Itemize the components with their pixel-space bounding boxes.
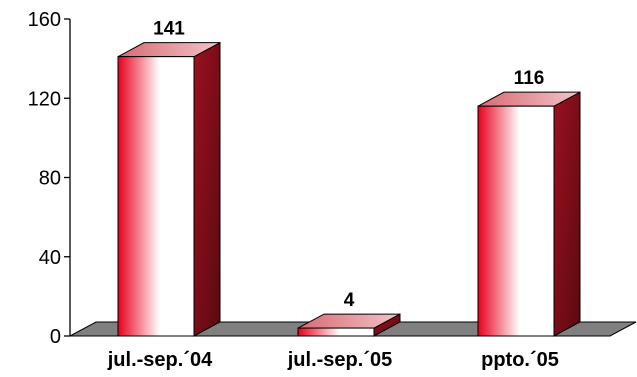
bar: [297, 313, 401, 337]
y-tick-label: 160: [28, 9, 61, 31]
bar-front: [477, 105, 555, 337]
bars: [117, 41, 581, 337]
y-tick-label: 80: [39, 168, 61, 190]
bar-front: [117, 56, 195, 337]
x-category-label: ppto.´05: [481, 349, 559, 371]
y-tick-label: 0: [50, 326, 61, 348]
labels: 141 jul.-sep.´04 4 jul.-sep.´05 116 ppto.´05: [107, 19, 559, 371]
data-label: 4: [344, 290, 355, 311]
x-category-label: jul.-sep.´04: [107, 349, 213, 371]
x-category-label: jul.-sep.´05: [287, 349, 392, 371]
bar-side: [193, 41, 221, 337]
bar: [477, 91, 581, 337]
data-label: 116: [514, 68, 545, 89]
data-label: 141: [153, 19, 185, 40]
y-axis: 0 40 80 120 160: [28, 9, 71, 348]
y-tick-label: 120: [28, 88, 61, 110]
y-tick-label: 40: [39, 247, 61, 269]
bar-side: [553, 91, 581, 337]
bar-front: [297, 327, 375, 337]
bar: [117, 41, 221, 337]
